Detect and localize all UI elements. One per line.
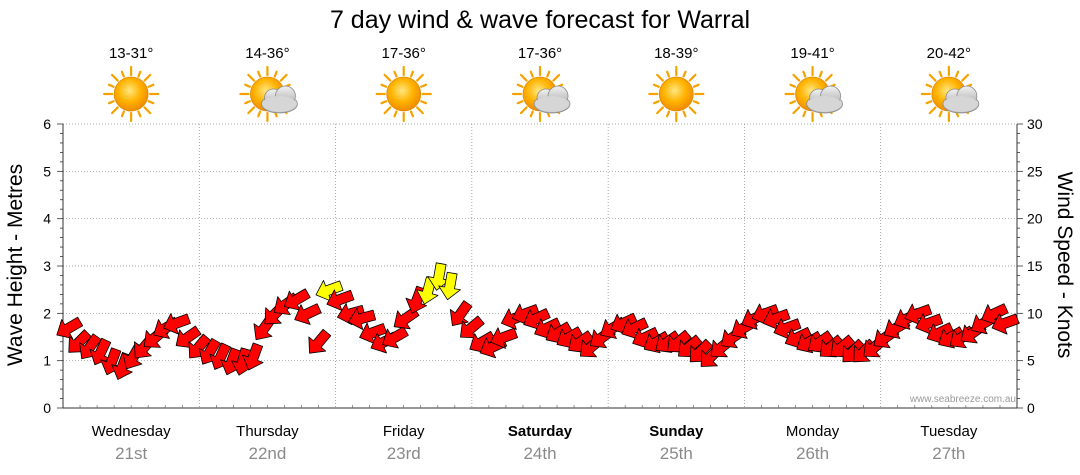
wind-arrow	[904, 303, 933, 326]
wind-arrow	[163, 313, 191, 335]
wind-arrow	[315, 279, 344, 302]
y-left-tick-label: 1	[43, 353, 51, 369]
credit-text: www.seabreeze.com.au	[909, 394, 1016, 405]
day-labels: Wednesday 21st Thursday 22nd Friday 23rd Satur…	[92, 423, 978, 463]
wind-arrow	[308, 328, 332, 354]
wind-arrow	[347, 307, 377, 330]
sun-cloud-icon	[511, 65, 571, 123]
wind-arrows	[56, 262, 1020, 380]
wind-arrow	[89, 337, 112, 366]
temperature-label: 17-36°	[518, 45, 562, 62]
y-axis-left-title: Wave Height - Metres	[4, 164, 27, 366]
day-date-label: 27th	[932, 444, 965, 463]
temperature-label: 14-36°	[245, 45, 289, 62]
day-date-label: 23rd	[387, 444, 421, 463]
wind-arrow	[56, 316, 84, 339]
day-name-label: Thursday	[236, 423, 299, 440]
day-name-label: Saturday	[508, 423, 573, 440]
temperature-label: 20-42°	[927, 45, 971, 62]
axes: 0 1 2 3 4 5 6 0 5 10 15 20 25 30	[43, 116, 1043, 416]
day-name-label: Wednesday	[92, 423, 171, 440]
wind-arrow	[762, 308, 791, 330]
y-axis-right-title: Wind Speed - Knots	[1053, 172, 1076, 359]
y-left-tick-label: 3	[43, 258, 51, 274]
day-date-label: 25th	[660, 444, 693, 463]
wind-arrow	[427, 262, 450, 291]
day-date-label: 21st	[115, 444, 147, 463]
wind-arrow	[449, 300, 473, 326]
wind-arrow	[359, 322, 388, 345]
wind-arrow	[915, 313, 944, 335]
day-name-label: Monday	[786, 423, 840, 440]
y-right-tick-label: 20	[1027, 211, 1043, 227]
sun-cloud-icon	[239, 65, 298, 123]
day-date-label: 22nd	[249, 444, 287, 463]
y-right-tick-label: 5	[1027, 353, 1035, 369]
wind-arrow	[460, 315, 485, 339]
sun-cloud-icon	[920, 65, 980, 123]
sun-icon	[648, 65, 705, 123]
day-name-label: Sunday	[649, 423, 704, 440]
day-date-label: 26th	[796, 444, 829, 463]
day-name-label: Friday	[383, 423, 425, 440]
y-right-tick-label: 15	[1027, 258, 1043, 274]
y-left-tick-label: 6	[43, 116, 51, 132]
day-date-label: 24th	[523, 444, 556, 463]
y-left-tick-label: 5	[43, 163, 51, 179]
wind-arrow	[438, 271, 461, 301]
temperature-label: 19-41°	[790, 45, 834, 62]
wind-arrow	[284, 288, 311, 311]
sun-cloud-icon	[784, 65, 843, 123]
y-right-tick-label: 25	[1027, 163, 1043, 179]
wind-arrow	[621, 317, 649, 340]
temperature-label: 17-36°	[382, 45, 426, 62]
wind-arrow	[490, 327, 518, 349]
wind-arrow	[523, 308, 551, 330]
grid	[63, 123, 1017, 408]
wind-arrow	[294, 303, 322, 325]
temperature-label: 13-31°	[109, 45, 153, 62]
wind-arrow	[981, 303, 1009, 325]
wind-arrow	[326, 289, 355, 311]
wind-arrow	[773, 317, 802, 340]
y-right-tick-label: 30	[1027, 116, 1043, 132]
sun-icon	[103, 65, 160, 123]
y-left-tick-label: 2	[43, 305, 51, 321]
y-left-tick-label: 0	[43, 400, 51, 416]
day-name-label: Tuesday	[920, 423, 977, 440]
weather-row: 13-31° 14-36° 17-36° 17-36° 18-39° 19-41° 20-4…	[103, 45, 980, 123]
y-left-tick-label: 4	[43, 211, 51, 227]
temperature-label: 18-39°	[654, 45, 698, 62]
y-right-tick-label: 10	[1027, 305, 1043, 321]
sun-icon	[375, 65, 432, 123]
wind-arrow	[991, 313, 1020, 335]
y-right-tick-label: 0	[1027, 400, 1035, 416]
wind-arrow	[242, 342, 264, 371]
chart-title: 7 day wind & wave forecast for Warral	[330, 6, 750, 34]
